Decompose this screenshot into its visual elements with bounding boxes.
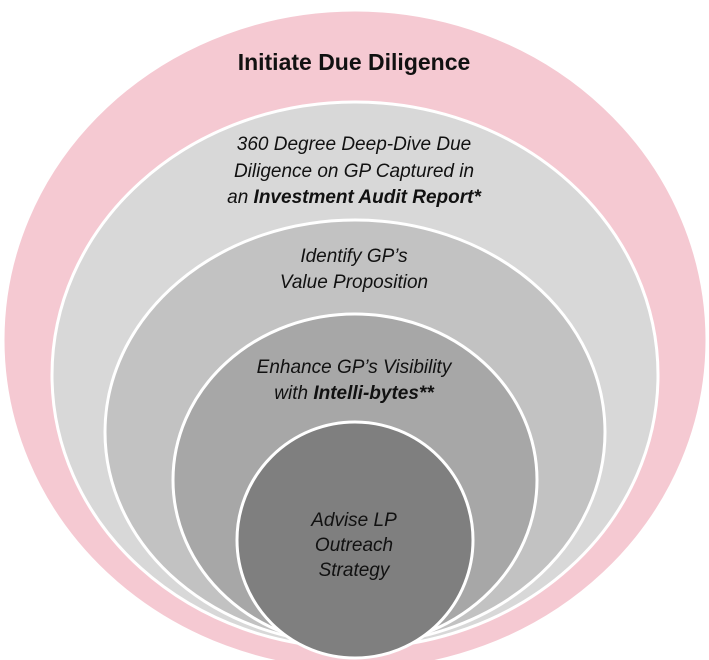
lp-outreach-label-line-1: Advise LP xyxy=(310,510,397,531)
value-proposition-label-line-2: Value Proposition xyxy=(280,272,428,293)
diagram-title: Initiate Due Diligence xyxy=(238,49,471,75)
investment-audit-report-label: Investment Audit Report* xyxy=(254,187,483,208)
visibility-label-line-2: with Intelli-bytes** xyxy=(274,383,435,404)
value-proposition-label-line-1: Identify GP’s xyxy=(300,246,408,267)
layer-lp-outreach-circle xyxy=(235,420,475,660)
lp-outreach-label-line-2: Outreach xyxy=(315,535,393,556)
intelli-bytes-label: Intelli-bytes** xyxy=(313,383,435,404)
visibility-label-line-1: Enhance GP’s Visibility xyxy=(257,357,453,378)
deep-dive-label-line-3: an Investment Audit Report* xyxy=(227,187,482,208)
lp-outreach-label-line-3: Strategy xyxy=(319,560,391,581)
visibility-label-prefix: with xyxy=(274,383,313,404)
deep-dive-label-prefix: an xyxy=(227,187,253,208)
deep-dive-label-line-1: 360 Degree Deep-Dive Due xyxy=(237,134,471,155)
deep-dive-label-line-2: Diligence on GP Captured in xyxy=(234,161,474,182)
